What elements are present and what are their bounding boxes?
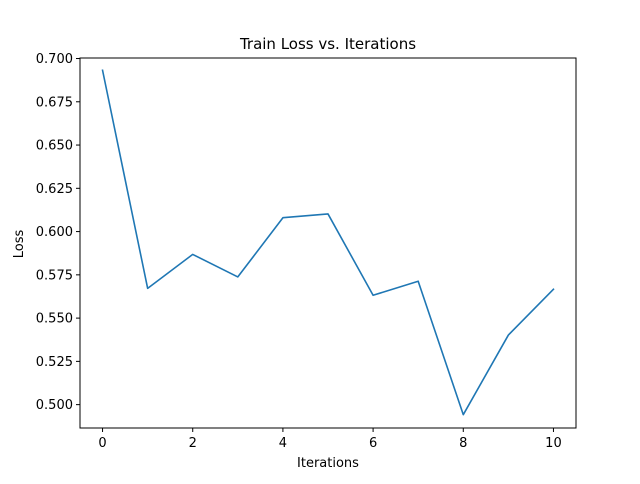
chart-title: Train Loss vs. Iterations — [239, 35, 416, 53]
y-tick-label: 0.650 — [36, 139, 73, 154]
x-tick-label: 4 — [279, 436, 287, 451]
y-tick-label: 0.675 — [36, 95, 73, 110]
x-tick-label: 10 — [545, 436, 562, 451]
y-tick-label: 0.600 — [36, 225, 73, 240]
y-tick-label: 0.625 — [36, 182, 73, 197]
y-tick-label: 0.500 — [36, 398, 73, 413]
x-tick-label: 0 — [98, 436, 106, 451]
x-tick-label: 8 — [459, 436, 467, 451]
y-tick-label: 0.575 — [36, 268, 73, 283]
series-layer — [101, 69, 555, 416]
plot-area-frame — [79, 57, 577, 429]
x-axis-label: Iterations — [297, 456, 359, 471]
y-axis-ticks: 0.500 0.525 0.550 0.575 0.600 0.625 0.650 0.675… — [36, 52, 80, 413]
series-line-0 — [101, 69, 555, 416]
y-axis-label: Loss — [12, 230, 27, 259]
y-tick-label: 0.525 — [36, 355, 73, 370]
x-tick-label: 2 — [189, 436, 197, 451]
y-tick-label: 0.700 — [36, 52, 73, 67]
x-axis-ticks: 0 2 4 6 8 10 — [98, 428, 562, 451]
x-tick-label: 6 — [369, 436, 377, 451]
y-tick-label: 0.550 — [36, 312, 73, 327]
